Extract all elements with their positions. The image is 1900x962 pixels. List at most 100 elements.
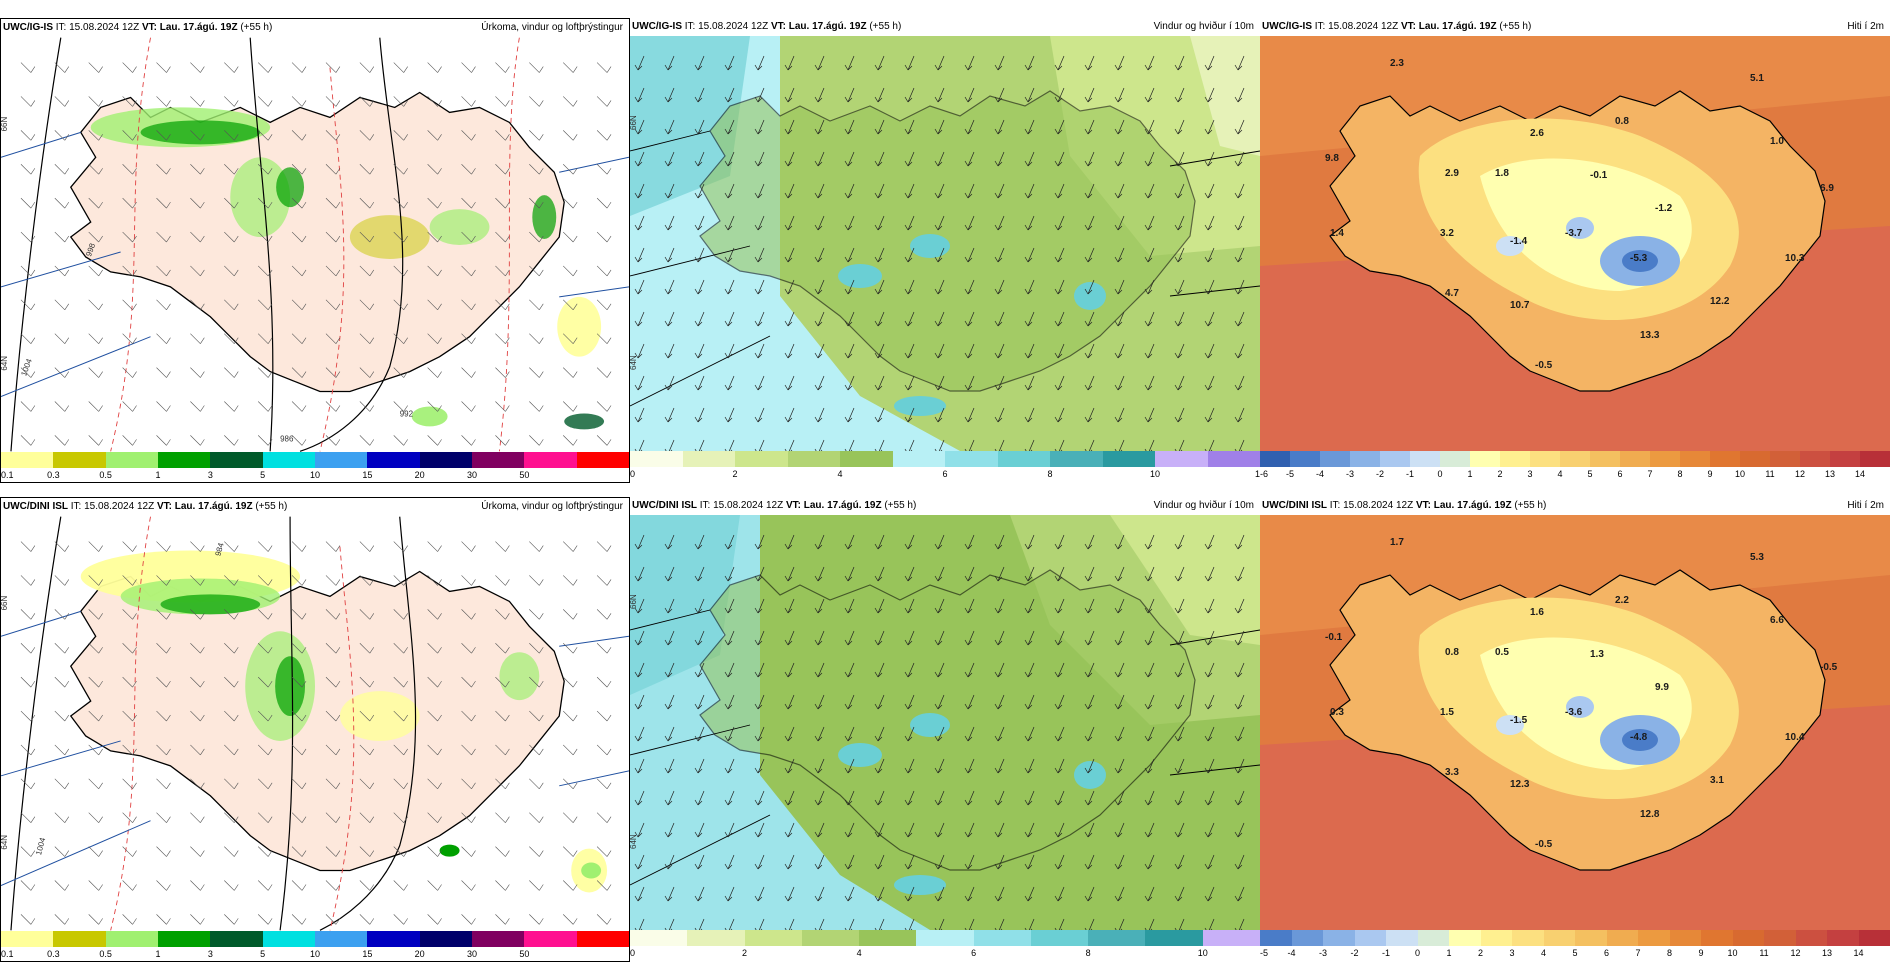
wind-arrow-icon — [1084, 726, 1095, 742]
colorbar-tick-label: -1 — [1405, 469, 1415, 479]
wind-barb-icon — [359, 914, 375, 925]
wind-arrow-icon — [904, 566, 915, 582]
colorbar-swatch — [1320, 451, 1350, 467]
wind-arrow-icon — [724, 534, 735, 550]
wind-barb-icon — [325, 643, 341, 654]
wind-barb-icon — [596, 541, 612, 552]
wind-barb-icon — [461, 435, 476, 446]
colorbar-swatch — [735, 451, 788, 467]
wind-arrow-icon — [1084, 694, 1095, 710]
wind-arrow-icon — [904, 439, 915, 451]
model-name: UWC/IG-IS — [3, 22, 53, 33]
wind-barb-icon — [529, 710, 544, 722]
wind-barb-icon — [291, 609, 307, 620]
temp-value-label: -3.6 — [1565, 707, 1583, 718]
wind-arrow-icon — [934, 119, 945, 135]
wind-barb-icon — [257, 609, 273, 620]
wind-arrow-icon — [904, 375, 915, 391]
colorbar-swatch — [1260, 451, 1290, 467]
wind-arrow-icon — [1024, 439, 1035, 451]
wind-barb-icon — [562, 96, 578, 107]
wind-arrow-icon — [1144, 630, 1155, 646]
wind-map[interactable]: 66N 64N — [630, 36, 1260, 451]
wind-barb-icon — [88, 299, 103, 311]
wind-barb-icon — [359, 231, 375, 243]
lat-label: 66N — [630, 594, 638, 609]
wind-barb-icon — [427, 676, 442, 688]
wind-barb-icon — [596, 96, 612, 107]
wind-arrow-icon — [1234, 694, 1245, 710]
wind-barb-icon — [495, 435, 510, 446]
wind-barb-icon — [20, 435, 36, 446]
wind-arrow-icon — [994, 918, 1005, 930]
precip-panel-ig-is: UWC/IG-IS IT: 15.08.2024 12Z VT: Lau. 17… — [0, 18, 630, 483]
wind-arrow-icon — [1144, 918, 1155, 930]
wind-arrow-icon — [694, 215, 705, 231]
temp-value-label: 2.2 — [1615, 595, 1629, 606]
wind-barb-icon — [190, 609, 205, 620]
lead-time: (+55 h) — [240, 22, 273, 33]
wind-arrow-icon — [1144, 822, 1155, 838]
colorbar-swatch — [1, 452, 54, 468]
colorbar-swatch — [314, 452, 368, 468]
wind-barb-icon — [257, 541, 273, 552]
wind-barb-icon — [291, 744, 307, 756]
wind-arrow-icon — [1054, 279, 1065, 295]
wind-map[interactable]: 66N 64N — [630, 515, 1260, 930]
wind-arrow-icon — [1084, 886, 1095, 902]
wind-arrow-icon — [1114, 790, 1125, 806]
wind-barb-icon — [291, 778, 307, 790]
temp-value-label: 12.8 — [1640, 809, 1660, 820]
wind-arrow-icon — [1024, 886, 1035, 902]
temp-value-label: -1.2 — [1655, 203, 1673, 214]
wind-arrow-icon — [724, 630, 735, 646]
wind-arrow-icon — [1144, 375, 1155, 391]
wind-arrow-icon — [694, 279, 705, 295]
wind-arrow-icon — [814, 790, 825, 806]
wind-arrow-icon — [874, 726, 885, 742]
wind-barb-icon — [359, 778, 375, 790]
precip-map[interactable]: 66N 64N 1004 998 992 986 — [1, 37, 629, 452]
wind-barb-icon — [461, 164, 476, 175]
precip-map[interactable]: 66N 64N 1004 984 — [1, 516, 629, 931]
colorbar-tick-label: 10 — [1734, 469, 1746, 479]
wind-arrow-icon — [664, 343, 675, 359]
wind-barb-icon — [495, 846, 510, 857]
wind-arrow-icon — [694, 183, 705, 199]
wind-arrow-icon — [844, 183, 855, 199]
model-name: UWC/IG-IS — [1262, 21, 1312, 32]
temp-value-label: -0.5 — [1535, 839, 1553, 850]
wind-arrow-icon — [1144, 439, 1155, 451]
wind-arrow-icon — [874, 918, 885, 930]
wind-arrow-icon — [1144, 854, 1155, 870]
colorbar-swatch — [1380, 451, 1410, 467]
wind-arrow-icon — [1084, 566, 1095, 582]
temp-map[interactable]: 2.3 5.1 9.8 2.6 0.8 1.0 2.9 1.8 -0.1 6.9 -1.2 1.4 3.… — [1260, 36, 1890, 451]
wind-arrow-icon — [1144, 151, 1155, 167]
colorbar-swatch — [53, 452, 106, 468]
wind-arrow-icon — [754, 918, 765, 930]
wind-arrow-icon — [904, 183, 915, 199]
colorbar-swatch — [892, 451, 945, 467]
colorbar-swatch — [1088, 930, 1146, 946]
wind-barb-icon — [325, 812, 341, 823]
wind-arrow-icon — [934, 726, 945, 742]
wind-arrow-icon — [1234, 151, 1245, 167]
wind-arrow-icon — [634, 87, 645, 103]
wind-barb-icon — [190, 710, 205, 722]
wind-barb-icon — [596, 299, 612, 311]
wind-arrow-icon — [724, 119, 735, 135]
temp-map[interactable]: 1.7 5.3 -0.1 1.6 2.2 6.6 0.8 0.5 1.3 -0.5 9.9 0.3 1.… — [1260, 515, 1890, 930]
wind-arrow-icon — [964, 151, 975, 167]
wind-arrow-icon — [754, 630, 765, 646]
temp-value-label: -4.8 — [1630, 732, 1648, 743]
wind-arrow-icon — [1024, 279, 1035, 295]
wind-arrow-icon — [1024, 758, 1035, 774]
wind-arrow-icon — [1084, 662, 1095, 678]
wind-barb-icon — [54, 676, 70, 688]
colorbar-swatch — [630, 930, 688, 946]
wind-arrow-icon — [844, 662, 855, 678]
wind-barb-icon — [122, 914, 137, 925]
wind-arrows — [634, 55, 1245, 451]
wind-arrow-icon — [724, 790, 735, 806]
